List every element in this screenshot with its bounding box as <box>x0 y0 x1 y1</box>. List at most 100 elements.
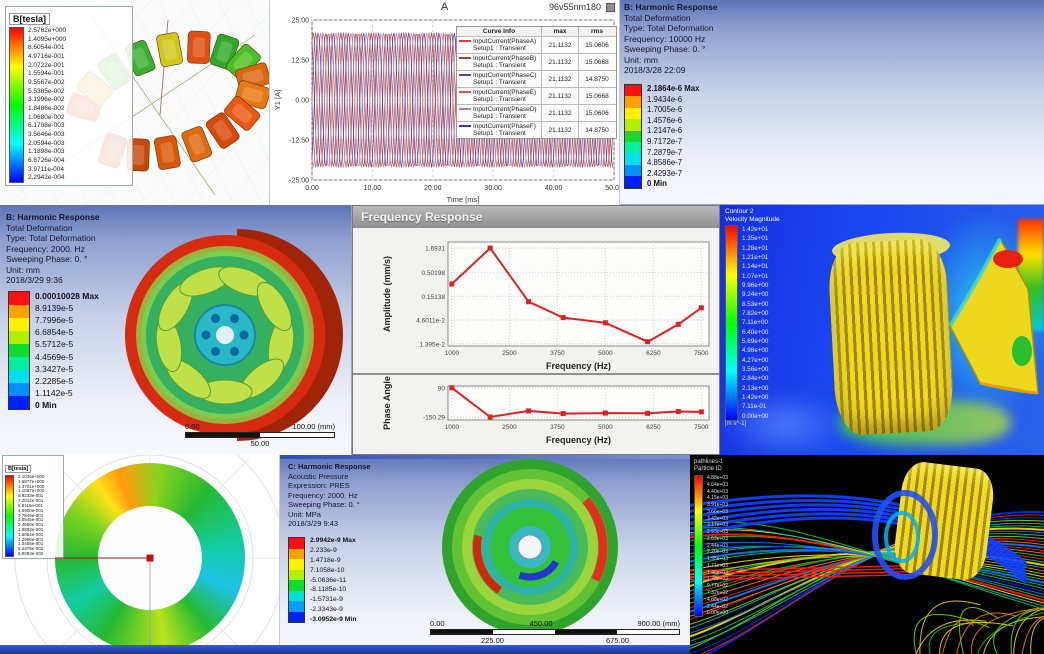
y-tick-label: 4.6011e-2 <box>416 318 445 325</box>
edge-flow <box>979 381 1039 395</box>
streamline-cluster <box>956 612 1017 654</box>
streamline-cluster <box>977 612 1044 654</box>
legend-value: 2.5762e+000 <box>28 27 67 34</box>
x-tick-label: 5000 <box>598 424 613 431</box>
table-cell: InputCurrent(PhaseE) Setup1 : Transient <box>457 88 542 104</box>
legend-labels: 1.42e+01 1.35e+01 1.28e+01 1.21e+01 1.14e+01… <box>742 225 768 421</box>
data-marker <box>449 281 455 287</box>
color-band <box>9 370 29 383</box>
legend-value: 2.44e+02 <box>707 603 728 610</box>
legend-value: 2.44e+03 <box>707 542 728 549</box>
legend-value: 1.7005e-6 <box>647 105 683 115</box>
legend-value: 8.4376e-002 <box>18 546 44 552</box>
legend-value: 1.21e+01 <box>742 253 769 261</box>
legend-value: 6.6854e-5 <box>35 327 74 338</box>
legend-value: 7.11e+00 <box>742 319 768 327</box>
streamline <box>690 545 1044 593</box>
color-band <box>289 538 304 549</box>
curve-swatch <box>459 125 471 128</box>
legend-labels: 0.00010028 Max 8.9139e-5 7.7996e-5 6.6854e-… <box>35 291 99 410</box>
edge-flow <box>948 238 1002 328</box>
legend-value: 2.0594e-003 <box>28 139 65 147</box>
y-axis-label: Y1 [A] <box>273 90 282 110</box>
window-icon[interactable] <box>606 3 615 12</box>
deformation-legend: 0.00010028 Max 8.9139e-5 7.7996e-5 6.6854e-… <box>8 291 99 410</box>
legend-value: 1.46e+03 <box>707 569 728 576</box>
y-tick-label: 90 <box>438 385 446 392</box>
legend-value: 8.9139e-5 <box>35 303 74 314</box>
panel-frequency-response-window: Frequency Response 1000 2500 3750 5000 6250 7… <box>352 205 720 455</box>
legend-value: 1.6054e-001 <box>18 531 44 537</box>
legend-value: 2.2942e-004 <box>28 174 65 182</box>
coil-segment <box>153 135 181 170</box>
legend-title: pathlines-1 Particle ID <box>694 459 728 473</box>
coil-highlight <box>213 120 233 142</box>
legend-value: 3.7849e-001 <box>18 512 44 518</box>
rim-depth <box>237 229 343 441</box>
curve-swatch <box>459 74 471 77</box>
coil-segment <box>224 95 261 131</box>
x-tick-label: 6250 <box>646 424 661 431</box>
disc-shade <box>136 246 314 424</box>
legend-title: B[tesla] <box>5 465 32 473</box>
window-titlebar[interactable]: Frequency Response <box>353 206 719 228</box>
color-band <box>289 548 304 559</box>
x-tick-label: 7500 <box>694 424 709 431</box>
streamline <box>690 546 1044 587</box>
curve-swatch <box>459 91 471 94</box>
panel-pathlines: pathlines-1 Particle ID 4.88e+03 4.64e+03 4… <box>690 455 1044 654</box>
legend-labels: 2.5762e+000 1.4095e+000 8.6054e-001 4.9716e… <box>28 27 66 183</box>
streamline-cluster <box>1010 609 1044 654</box>
ruler-segment <box>186 433 260 437</box>
data-marker <box>487 245 493 251</box>
legend-value: 1.3701e+000 <box>18 483 45 489</box>
streamline <box>690 522 1044 647</box>
data-marker <box>526 408 532 414</box>
legend-value: 1.2956e-001 <box>18 536 44 542</box>
x-tick-label: 6250 <box>646 350 661 357</box>
pressure-arc <box>473 490 587 604</box>
colorbar <box>9 27 24 183</box>
legend-value: 1.0455e-001 <box>18 541 44 547</box>
legend-value: 9.96e+00 <box>742 281 769 289</box>
bolt-hole <box>230 314 239 324</box>
legend-value: 1.2147e-6 <box>647 126 683 136</box>
legend-value: 2.4293e-7 <box>647 168 683 178</box>
x-tick-label: 1000 <box>445 350 460 357</box>
table-row: InputCurrent(PhaseC) Setup1 : Transient 21… <box>457 70 616 87</box>
legend-value: 0.00e+00 <box>707 610 728 617</box>
data-marker <box>449 385 455 391</box>
legend-value: 3.91e+03 <box>707 502 728 509</box>
color-band <box>9 383 29 396</box>
legend-value: 1.71e+03 <box>707 562 728 569</box>
legend-value: 1.0680e-002 <box>28 113 65 121</box>
color-band <box>9 396 29 409</box>
disk-bore <box>517 534 543 560</box>
panel-cfd-velocity: Contour 2 Velocity Magnitude 1.42e+01 1.35… <box>720 205 1044 455</box>
x-tick-label: 7500 <box>694 350 709 357</box>
y-tick-label: 0.00 <box>295 98 309 105</box>
plot-title: A <box>440 1 449 13</box>
legend-value: 3.9711e-004 <box>28 165 65 173</box>
data-marker <box>602 410 608 416</box>
panel-harmonic-10000: B: Harmonic Response Total Deformation Typ… <box>620 0 1044 205</box>
pressure-legend: 2.9942e-9 Max 2.233e-9 1.4718e-9 7.1058e-10… <box>288 537 356 623</box>
legend-value: 9.24e+00 <box>742 291 769 299</box>
table-cell: 21.1132 <box>542 105 579 121</box>
table-cell: InputCurrent(PhaseD) Setup1 : Transient <box>457 105 542 121</box>
streamline-cluster <box>915 619 987 654</box>
color-band <box>9 318 29 331</box>
legend-value: 1.42e+01 <box>742 226 769 233</box>
legend-value: 4.98e+00 <box>742 347 769 355</box>
coil-highlight <box>131 47 149 69</box>
coil-highlight <box>131 144 145 165</box>
data-marker <box>487 414 493 420</box>
legend-value: 1.42e+00 <box>742 393 769 401</box>
color-band <box>289 569 304 580</box>
coil-segment <box>187 30 211 64</box>
text-line: Type: Total Deformation <box>6 233 96 243</box>
flux-coil-legend: B[tesla] 2.5762e+000 1.4095e+000 8.6054e-0… <box>5 6 133 186</box>
table-cell: 14.8750 <box>585 126 609 134</box>
legend-value: 1.1898e-003 <box>28 148 65 156</box>
table-cell: InputCurrent(PhaseC) Setup1 : Transient <box>457 71 542 87</box>
